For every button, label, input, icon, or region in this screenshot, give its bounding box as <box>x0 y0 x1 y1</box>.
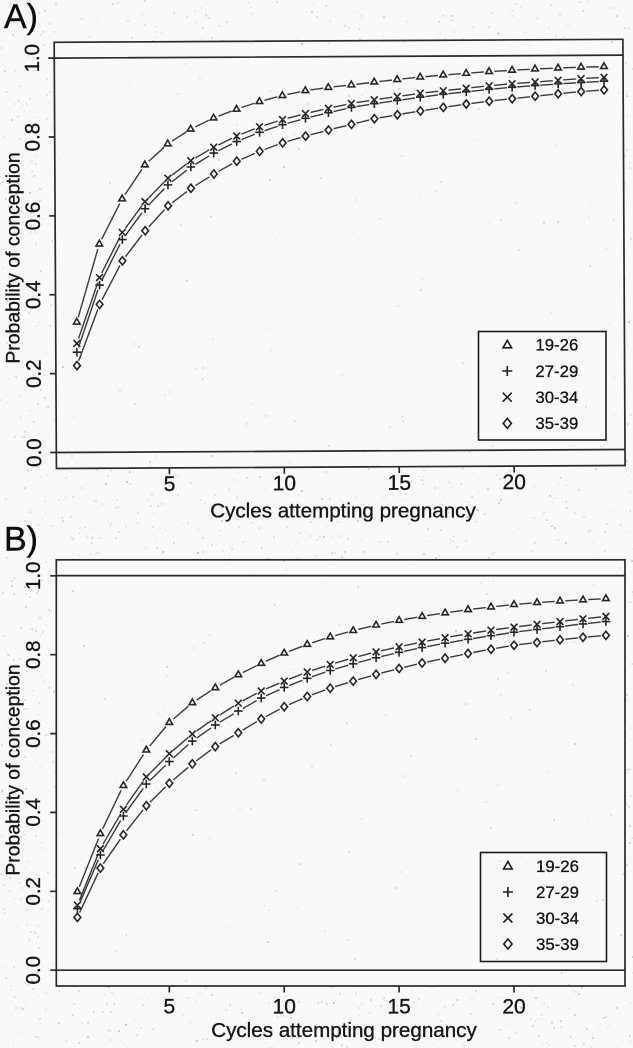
svg-text:0.4: 0.4 <box>22 281 45 310</box>
svg-text:Cycles attempting pregnancy: Cycles attempting pregnancy <box>211 1019 477 1042</box>
svg-text:0.4: 0.4 <box>22 798 45 827</box>
svg-text:35-39: 35-39 <box>535 414 578 433</box>
svg-text:19-26: 19-26 <box>536 857 579 876</box>
svg-text:30-34: 30-34 <box>536 909 579 928</box>
svg-text:1.0: 1.0 <box>21 44 44 73</box>
svg-text:10: 10 <box>273 996 296 1019</box>
svg-text:5: 5 <box>163 996 175 1019</box>
svg-text:0.6: 0.6 <box>22 719 45 748</box>
svg-text:20: 20 <box>502 996 525 1019</box>
svg-text:0.6: 0.6 <box>22 202 45 231</box>
svg-text:30-34: 30-34 <box>535 388 578 407</box>
svg-text:27-29: 27-29 <box>535 362 578 381</box>
svg-text:Probability of conception: Probability of conception <box>3 664 25 875</box>
svg-text:0.0: 0.0 <box>23 438 46 467</box>
svg-text:0.0: 0.0 <box>22 956 45 985</box>
svg-text:0.8: 0.8 <box>22 640 45 669</box>
svg-text:Cycles attempting pregnancy: Cycles attempting pregnancy <box>210 500 476 523</box>
svg-text:B): B) <box>4 521 38 559</box>
svg-text:27-29: 27-29 <box>536 883 579 902</box>
svg-text:15: 15 <box>388 472 411 495</box>
svg-text:0.2: 0.2 <box>22 877 45 906</box>
svg-text:20: 20 <box>502 471 525 494</box>
svg-text:0.2: 0.2 <box>23 359 46 388</box>
svg-text:35-39: 35-39 <box>536 935 579 954</box>
svg-text:A): A) <box>4 0 38 36</box>
svg-text:1.0: 1.0 <box>22 562 45 591</box>
svg-text:19-26: 19-26 <box>535 336 578 355</box>
svg-text:0.8: 0.8 <box>21 123 44 152</box>
svg-text:10: 10 <box>273 472 296 495</box>
svg-text:15: 15 <box>387 996 410 1019</box>
svg-text:5: 5 <box>164 473 176 496</box>
svg-text:Probability of conception: Probability of conception <box>3 152 25 363</box>
